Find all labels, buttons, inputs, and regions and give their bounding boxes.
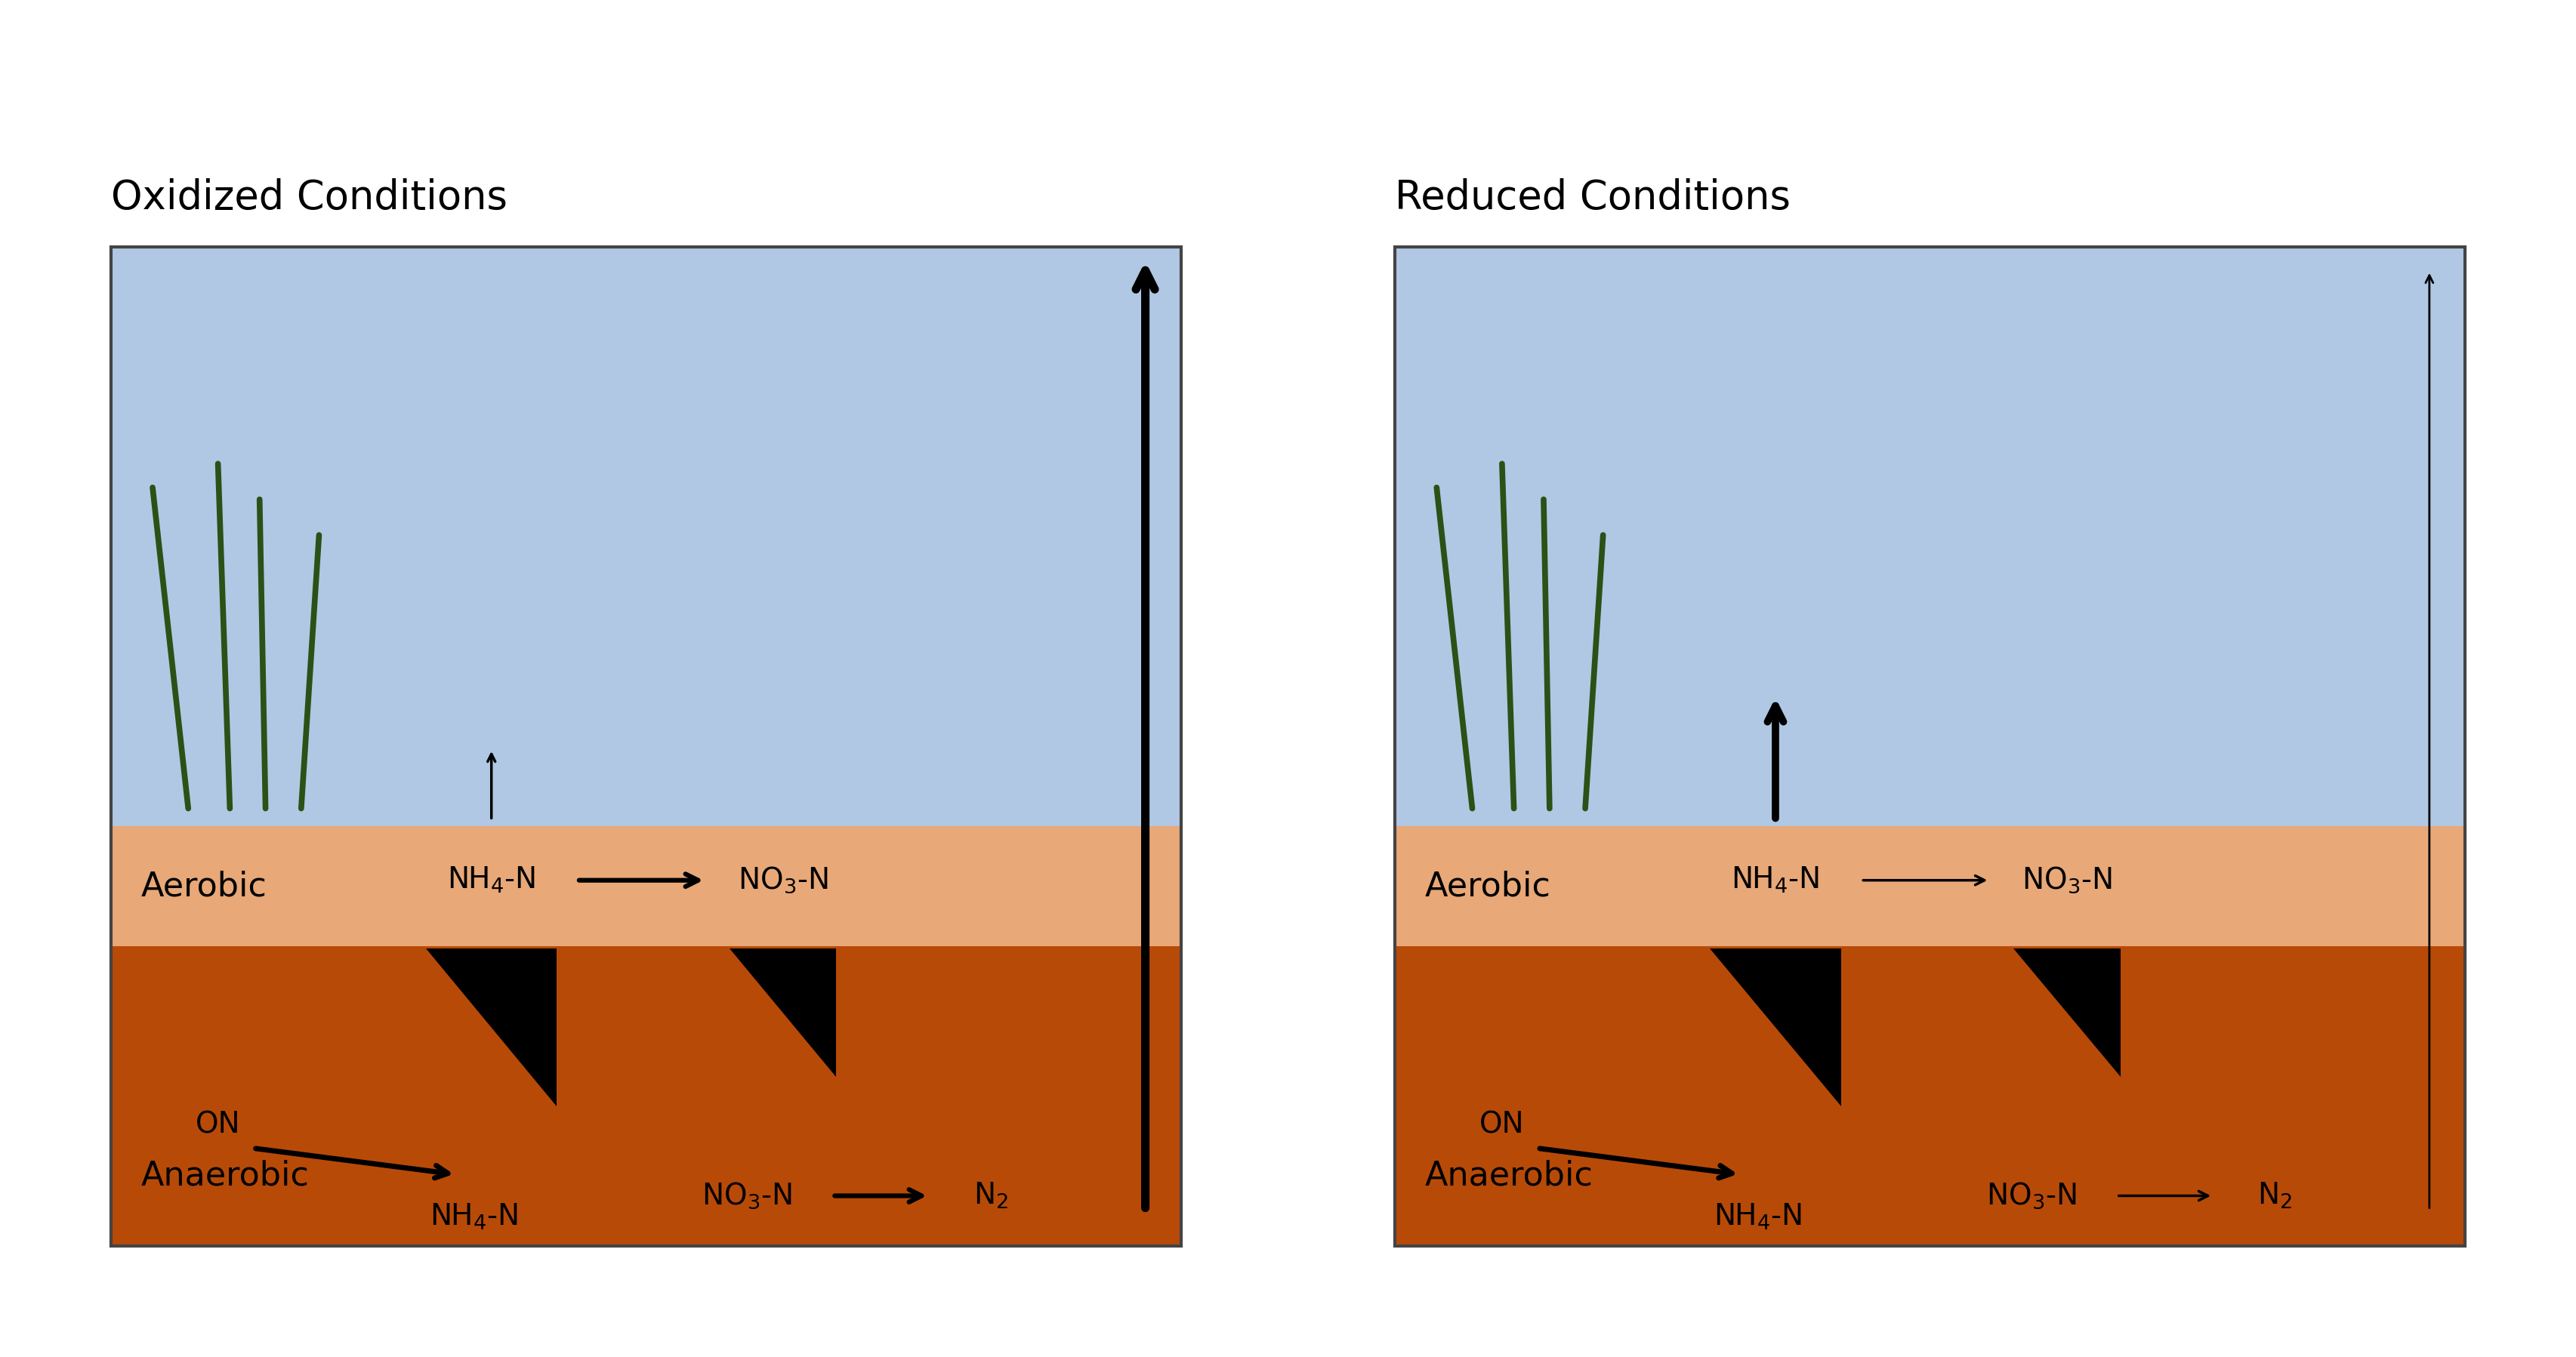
Text: N$_2$: N$_2$ xyxy=(974,1181,1007,1210)
Bar xyxy=(111,946,1180,1246)
Text: NO$_3$-N: NO$_3$-N xyxy=(701,1181,793,1210)
Text: NH$_4$-N: NH$_4$-N xyxy=(1731,866,1819,896)
Text: Aerobic: Aerobic xyxy=(142,870,268,902)
Polygon shape xyxy=(1710,949,1842,1106)
Polygon shape xyxy=(729,949,837,1077)
Text: N$_2$: N$_2$ xyxy=(2257,1181,2293,1210)
Bar xyxy=(1396,247,2465,1246)
Bar xyxy=(1396,247,2465,826)
Text: ON: ON xyxy=(196,1110,240,1139)
Bar xyxy=(111,247,1180,826)
Text: NH$_4$-N: NH$_4$-N xyxy=(1713,1202,1801,1231)
Text: Reduced Conditions: Reduced Conditions xyxy=(1396,178,1790,217)
Polygon shape xyxy=(2014,949,2120,1077)
Text: Aerobic: Aerobic xyxy=(1425,870,1551,902)
Text: NH$_4$-N: NH$_4$-N xyxy=(430,1202,518,1231)
Bar xyxy=(1396,946,2465,1246)
Text: Anaerobic: Anaerobic xyxy=(1425,1160,1592,1193)
Text: NO$_3$-N: NO$_3$-N xyxy=(2022,866,2112,896)
Bar xyxy=(1396,826,2465,946)
Text: NO$_3$-N: NO$_3$-N xyxy=(1986,1181,2076,1210)
Bar xyxy=(111,247,1180,1246)
Text: NH$_4$-N: NH$_4$-N xyxy=(448,866,536,896)
Text: Oxidized Conditions: Oxidized Conditions xyxy=(111,178,507,217)
Text: ON: ON xyxy=(1479,1110,1525,1139)
Polygon shape xyxy=(425,949,556,1106)
Text: NO$_3$-N: NO$_3$-N xyxy=(737,866,827,896)
Text: Anaerobic: Anaerobic xyxy=(142,1160,309,1193)
Bar xyxy=(111,826,1180,946)
